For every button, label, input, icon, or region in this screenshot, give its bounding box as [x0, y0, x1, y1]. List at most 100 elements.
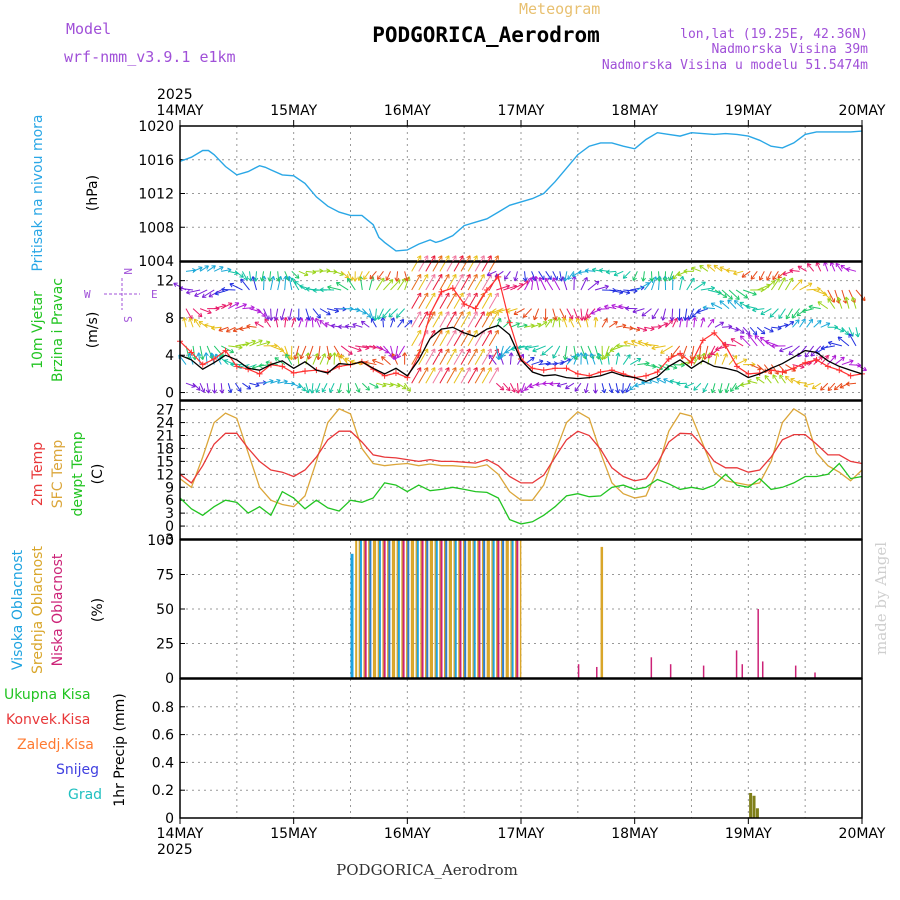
- wind-arrow-head: [538, 359, 544, 365]
- wind-arrow-head: [552, 277, 557, 282]
- wind-arrow: [319, 308, 331, 316]
- wind-arrow-head: [808, 318, 814, 324]
- wind-arrow: [381, 356, 391, 365]
- wind-arrow: [256, 341, 271, 347]
- wind-arrow: [514, 271, 518, 282]
- wind-arrow-head: [770, 280, 776, 285]
- wind-arrow-head: [530, 356, 535, 362]
- wind-arrow-head: [336, 352, 341, 358]
- wind-arrow: [658, 322, 668, 328]
- wind-arrow: [721, 289, 733, 300]
- wind-arrow: [827, 289, 835, 303]
- wind-gust-marker: [438, 288, 445, 295]
- wind-arrow-head: [833, 385, 839, 391]
- cloud-bar-mid: [496, 540, 498, 678]
- wind-arrow: [214, 289, 229, 295]
- wind-arrow: [820, 382, 829, 391]
- wind-arrow: [185, 382, 196, 388]
- wind-arrow-head: [369, 274, 374, 280]
- wind-arrow-head: [759, 336, 765, 342]
- wind-arrow-head: [651, 314, 657, 320]
- wind-arrow: [183, 317, 187, 328]
- wind-arrow-head: [663, 322, 669, 327]
- wind-arrow-head: [309, 317, 315, 322]
- wind-arrow: [326, 345, 331, 360]
- wind-arrow: [369, 270, 377, 280]
- panel-frame: [179, 678, 863, 819]
- cloud-bar-mid: [486, 540, 489, 678]
- wind-arrow: [702, 307, 715, 310]
- wind-arrow-head: [275, 277, 281, 282]
- wind-arrow-head: [613, 321, 618, 326]
- wind-arrow-head: [194, 292, 199, 297]
- y-tick-label: 12: [156, 467, 174, 483]
- wind-arrow: [488, 292, 499, 309]
- wind-arrow-head: [839, 384, 845, 389]
- wind-arrow-head: [592, 389, 598, 394]
- panel-frame: [179, 400, 863, 540]
- wind-arrow: [846, 268, 857, 272]
- wind-arrow-head: [827, 298, 833, 303]
- wind-arrow: [855, 289, 866, 301]
- wind-arrow: [185, 308, 193, 320]
- wind-arrow-head: [839, 327, 845, 333]
- wind-arrow-head: [173, 282, 178, 287]
- cloud-bar-mid: [382, 540, 384, 678]
- wind-arrow-head: [504, 348, 510, 354]
- wind-arrow: [852, 297, 857, 309]
- wind-arrow: [312, 353, 319, 365]
- wind-arrow-head: [568, 317, 574, 323]
- wind-arrow: [189, 317, 194, 328]
- wind-gust-marker: [813, 356, 820, 363]
- wind-arrow: [637, 282, 650, 291]
- wind-arrow-head: [370, 318, 376, 323]
- wind-arrow-head: [487, 329, 492, 335]
- wind-arrow-head: [611, 303, 616, 309]
- wind-arrow-head: [307, 355, 312, 360]
- wind-arrow-head: [806, 263, 812, 268]
- wind-arrow: [609, 289, 623, 294]
- wind-arrow: [418, 311, 429, 328]
- year-top: 2025: [157, 87, 193, 103]
- wind-arrow-head: [684, 383, 689, 389]
- wind-arrow-head: [748, 334, 753, 339]
- cloud-bar: [374, 540, 377, 678]
- wind-arrow: [432, 330, 443, 347]
- wind-arrow: [509, 382, 516, 393]
- wind-arrow: [188, 352, 194, 365]
- wind-arrow: [532, 345, 546, 352]
- wind-arrow: [460, 330, 471, 347]
- wind-arrow-head: [306, 316, 311, 321]
- cloud-bar: [445, 540, 448, 678]
- panel-frame: [179, 261, 863, 401]
- cloud-bar: [431, 540, 434, 678]
- station-title: PODGORICA_Aerodrom: [372, 23, 600, 47]
- wind-arrow-head: [504, 275, 509, 280]
- wind-arrow-head: [218, 327, 223, 332]
- wind-arrow: [396, 271, 399, 282]
- wind-arrow-head: [498, 355, 503, 360]
- wind-arrow: [766, 271, 772, 281]
- wind-arrow: [359, 276, 363, 291]
- wind-arrow: [616, 324, 627, 328]
- wind-arrow-head: [459, 255, 464, 260]
- wind-arrow-head: [279, 316, 285, 321]
- wind-arrow: [474, 274, 485, 291]
- wind-arrow-head: [682, 316, 688, 321]
- wind-arrow: [404, 276, 410, 291]
- wind-arrow-head: [316, 313, 321, 319]
- wind-arrow-head: [713, 264, 719, 270]
- wind-arrow: [672, 364, 685, 366]
- wind-arrow: [446, 274, 457, 291]
- wind-arrow: [383, 382, 394, 386]
- wind-arrow: [242, 340, 256, 347]
- cloud-bar-mid: [515, 540, 517, 678]
- wind-arrow: [552, 271, 558, 281]
- wind-arrow-head: [265, 340, 271, 346]
- wind-arrow-head: [596, 306, 601, 312]
- cloud-bar-mid: [519, 540, 522, 678]
- cloud-bar-mid: [448, 540, 451, 678]
- wind-arrow: [742, 289, 757, 296]
- wind-arrow: [280, 308, 286, 321]
- wind-gust-marker: [779, 369, 786, 376]
